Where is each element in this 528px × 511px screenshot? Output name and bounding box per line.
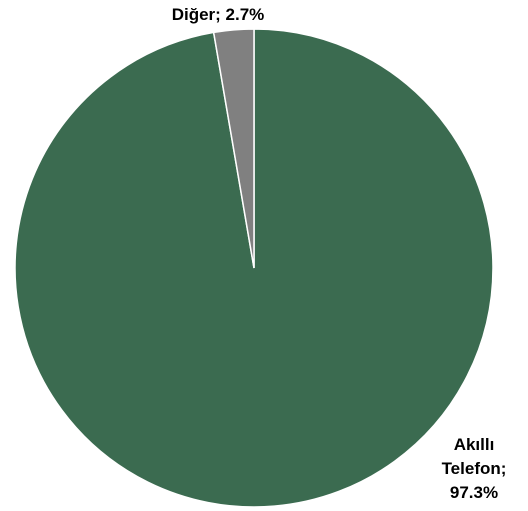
- slice-label-diger: Diğer; 2.7%: [172, 5, 265, 24]
- slice-labels: Akıllı Telefon; 97.3% Diğer; 2.7%: [172, 5, 507, 502]
- slice-label-line: Diğer; 2.7%: [172, 5, 265, 24]
- pie-slice-diger: [212, 28, 255, 269]
- slice-label-line: 97.3%: [450, 483, 498, 502]
- slice-label-line: Telefon;: [442, 459, 507, 478]
- slice-label-line: Akıllı: [454, 435, 495, 454]
- slice-label-akilli-telefon: Akıllı Telefon; 97.3%: [442, 435, 507, 502]
- pie-slices: [14, 28, 494, 508]
